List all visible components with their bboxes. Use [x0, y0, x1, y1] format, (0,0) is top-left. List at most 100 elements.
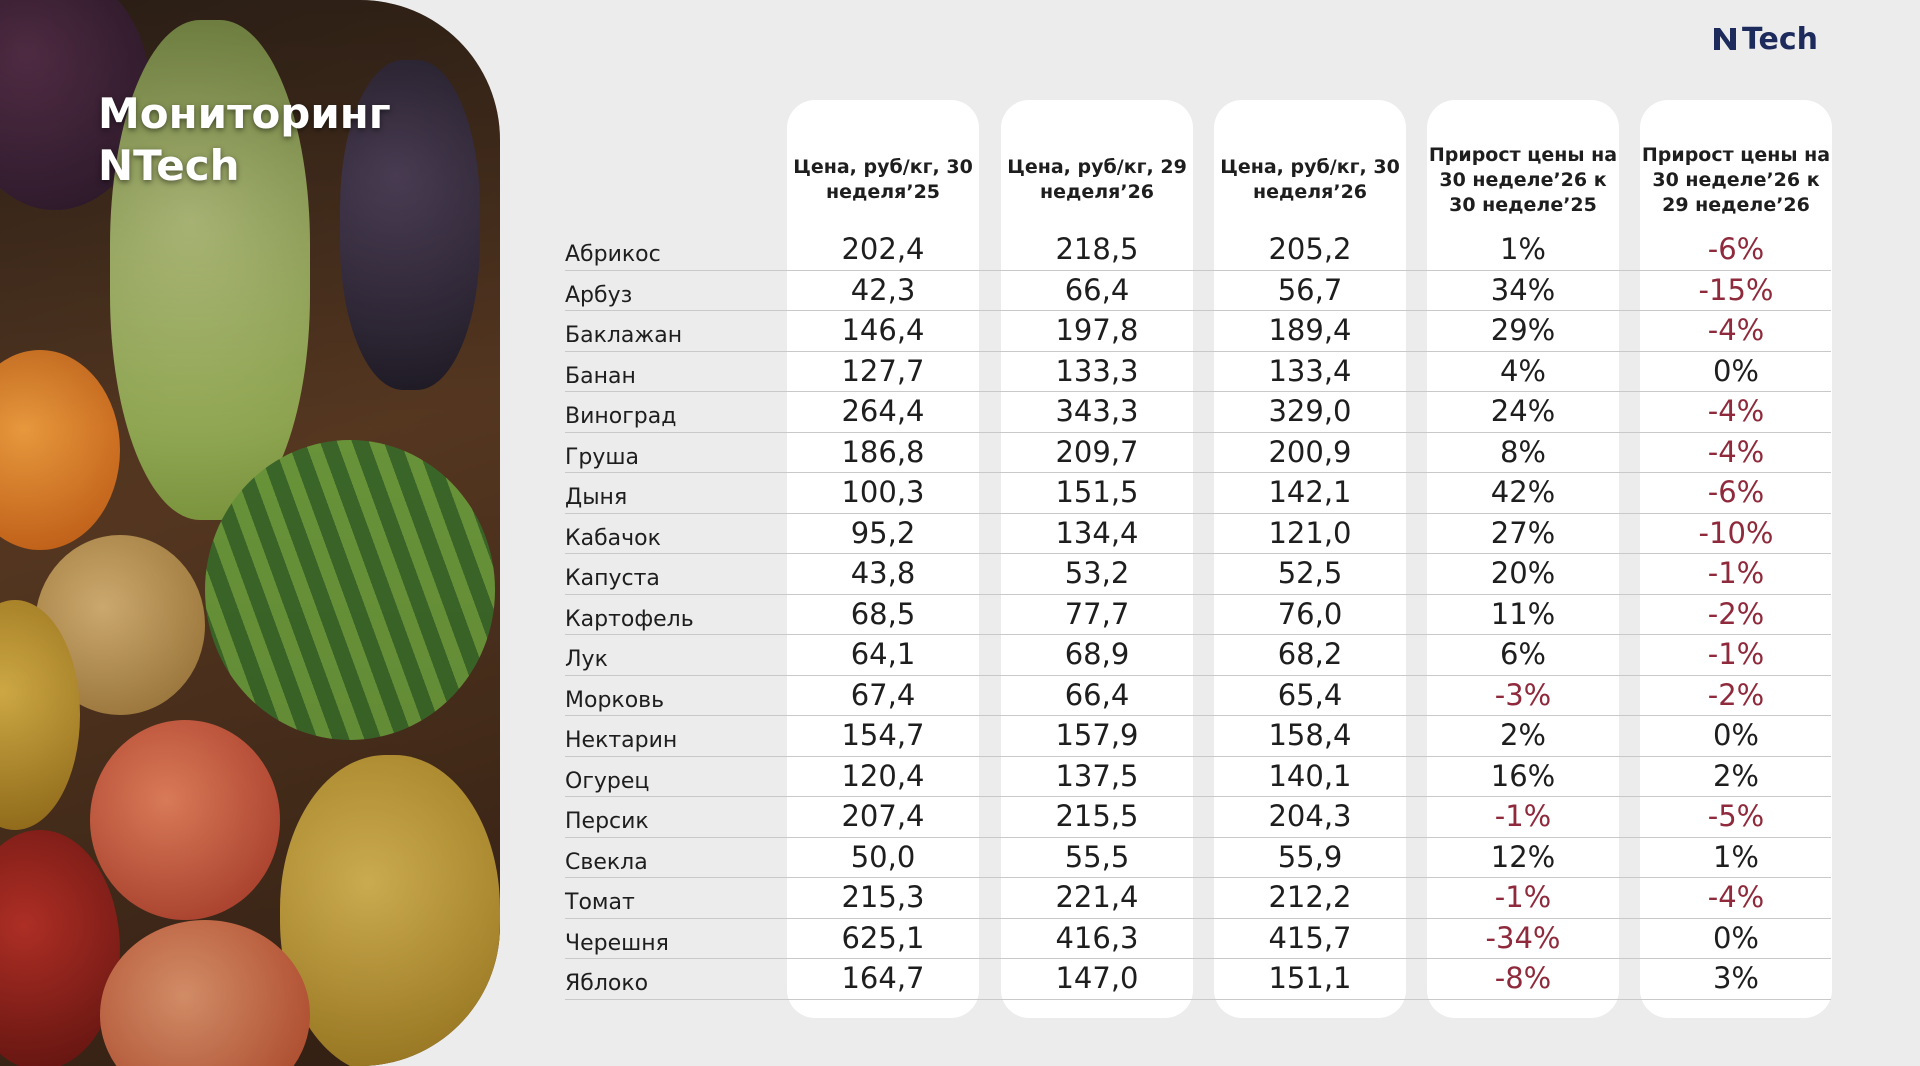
product-name: Персик — [565, 809, 649, 834]
table-cell: 11% — [1490, 596, 1556, 631]
table-cell: 121,0 — [1268, 515, 1352, 550]
row-divider — [565, 877, 1831, 878]
table-cell: 221,4 — [1055, 880, 1139, 914]
table-cell: 0% — [1712, 353, 1759, 388]
row-divider — [565, 310, 1831, 311]
product-name: Дыня — [565, 485, 628, 510]
table-row: Капуста 43,8 53,2 52,5 20% -1% — [565, 554, 1831, 595]
table-cell: 164,7 — [841, 961, 925, 995]
table-row: Груша 186,8 209,7 200,9 8% -4% — [565, 433, 1831, 473]
product-name: Банан — [565, 363, 636, 389]
product-name: Лук — [565, 647, 608, 672]
table-cell: 20% — [1490, 556, 1556, 590]
table-cell: 68,9 — [1064, 637, 1130, 671]
table-cell: 157,9 — [1055, 718, 1139, 752]
table-row: Баклажан 146,4 197,8 189,4 29% -4% — [565, 311, 1831, 352]
table-cell: 189,4 — [1268, 313, 1352, 347]
table-row: Кабачок 95,2 134,4 121,0 27% -10% — [565, 514, 1831, 554]
table-cell: 76,0 — [1277, 596, 1343, 631]
eggplant-shape — [340, 60, 480, 390]
column-header: Цена, руб/кг, 30 неделя’25 — [793, 156, 973, 203]
table-cell: -2% — [1707, 596, 1765, 631]
product-name: Баклажан — [565, 323, 683, 348]
table-row: Томат 215,3 221,4 212,2 -1% -4% — [565, 878, 1831, 919]
table-cell: 151,5 — [1055, 475, 1139, 509]
table-cell: -1% — [1707, 556, 1765, 590]
table-cell: 0% — [1712, 718, 1759, 752]
table-row: Нектарин 154,7 157,9 158,4 2% 0% — [565, 716, 1831, 757]
table-cell: -10% — [1698, 515, 1774, 550]
product-name: Морковь — [565, 687, 665, 713]
table-cell: 42% — [1490, 475, 1556, 509]
table-cell: -3% — [1494, 677, 1552, 712]
table-cell: 158,4 — [1268, 718, 1352, 752]
page-title: Мониторинг NTech — [98, 89, 391, 190]
table-cell: -1% — [1494, 799, 1552, 833]
table-cell: 27% — [1490, 515, 1556, 550]
table-row: Лук 64,1 68,9 68,2 6% -1% — [565, 635, 1831, 676]
table-cell: 0% — [1712, 920, 1759, 955]
row-divider — [565, 391, 1831, 392]
table-cell: 55,9 — [1277, 839, 1343, 874]
table-row: Арбуз 42,3 66,4 56,7 34% -15% — [565, 271, 1831, 311]
column-header: Прирост цены на 30 неделе’26 к 30 неделе… — [1428, 143, 1618, 216]
table-cell: 100,3 — [841, 475, 925, 509]
pear-shape — [280, 755, 500, 1066]
table-cell: 134,4 — [1055, 515, 1139, 550]
column-header: Цена, руб/кг, 30 неделя’26 — [1220, 156, 1400, 203]
table-cell: 50,0 — [850, 839, 916, 874]
table-cell: -1% — [1707, 637, 1765, 671]
table-cell: 56,7 — [1277, 272, 1343, 307]
table-cell: 3% — [1712, 961, 1759, 995]
row-divider — [565, 553, 1831, 554]
table-cell: -5% — [1707, 799, 1765, 833]
table-cell: 4% — [1499, 353, 1546, 388]
table-cell: 133,3 — [1055, 353, 1139, 388]
table-cell: 77,7 — [1064, 596, 1130, 631]
table-row: Банан 127,7 133,3 133,4 4% 0% — [565, 352, 1831, 392]
watermelon-shape — [205, 440, 495, 740]
table-row: Абрикос 202,4 218,5 205,2 1% -6% — [565, 230, 1831, 271]
product-name: Груша — [565, 444, 640, 470]
table-row: Морковь 67,4 66,4 65,4 -3% -2% — [565, 676, 1831, 716]
row-divider — [565, 593, 1831, 595]
table-cell: -4% — [1707, 880, 1765, 914]
table-cell: 215,3 — [841, 880, 925, 914]
product-name: Нектарин — [565, 728, 678, 753]
table-row: Персик 207,4 215,5 204,3 -1% -5% — [565, 797, 1831, 838]
table-cell: 67,4 — [850, 677, 916, 712]
table-cell: 343,3 — [1055, 394, 1139, 428]
table-cell: 53,2 — [1064, 556, 1130, 590]
produce-photo — [0, 0, 500, 1066]
product-name: Капуста — [565, 566, 660, 591]
row-divider — [565, 998, 1831, 1000]
product-name: Абрикос — [565, 242, 661, 267]
table-row: Свекла 50,0 55,5 55,9 12% 1% — [565, 838, 1831, 878]
product-name: Арбуз — [565, 282, 633, 308]
table-cell: 127,7 — [841, 353, 925, 388]
column-card-3 — [1214, 100, 1406, 1018]
table-cell: 209,7 — [1055, 434, 1139, 469]
table-row: Дыня 100,3 151,5 142,1 42% -6% — [565, 473, 1831, 514]
table-cell: 146,4 — [841, 313, 925, 347]
row-divider — [565, 715, 1831, 716]
table-cell: -34% — [1485, 920, 1561, 955]
table-cell: 52,5 — [1277, 556, 1343, 590]
table-cell: 16% — [1490, 758, 1556, 793]
product-name: Черешня — [565, 930, 669, 956]
table-row: Яблоко 164,7 147,0 151,1 -8% 3% — [565, 959, 1831, 1000]
table-row: Картофель 68,5 77,7 76,0 11% -2% — [565, 595, 1831, 635]
table-cell: 154,7 — [841, 718, 925, 752]
table-cell: 65,4 — [1277, 677, 1343, 712]
table-cell: 95,2 — [850, 515, 916, 550]
table-cell: 43,8 — [850, 556, 916, 590]
table-cell: 215,5 — [1055, 799, 1139, 833]
table-cell: -6% — [1707, 475, 1765, 509]
table-cell: 42,3 — [850, 272, 916, 307]
table-cell: -4% — [1707, 313, 1765, 347]
table-cell: 120,4 — [841, 758, 925, 793]
row-divider — [565, 958, 1831, 959]
table-cell: 68,2 — [1277, 637, 1343, 671]
photo-shade — [0, 0, 500, 1066]
table-cell: 207,4 — [841, 799, 925, 833]
